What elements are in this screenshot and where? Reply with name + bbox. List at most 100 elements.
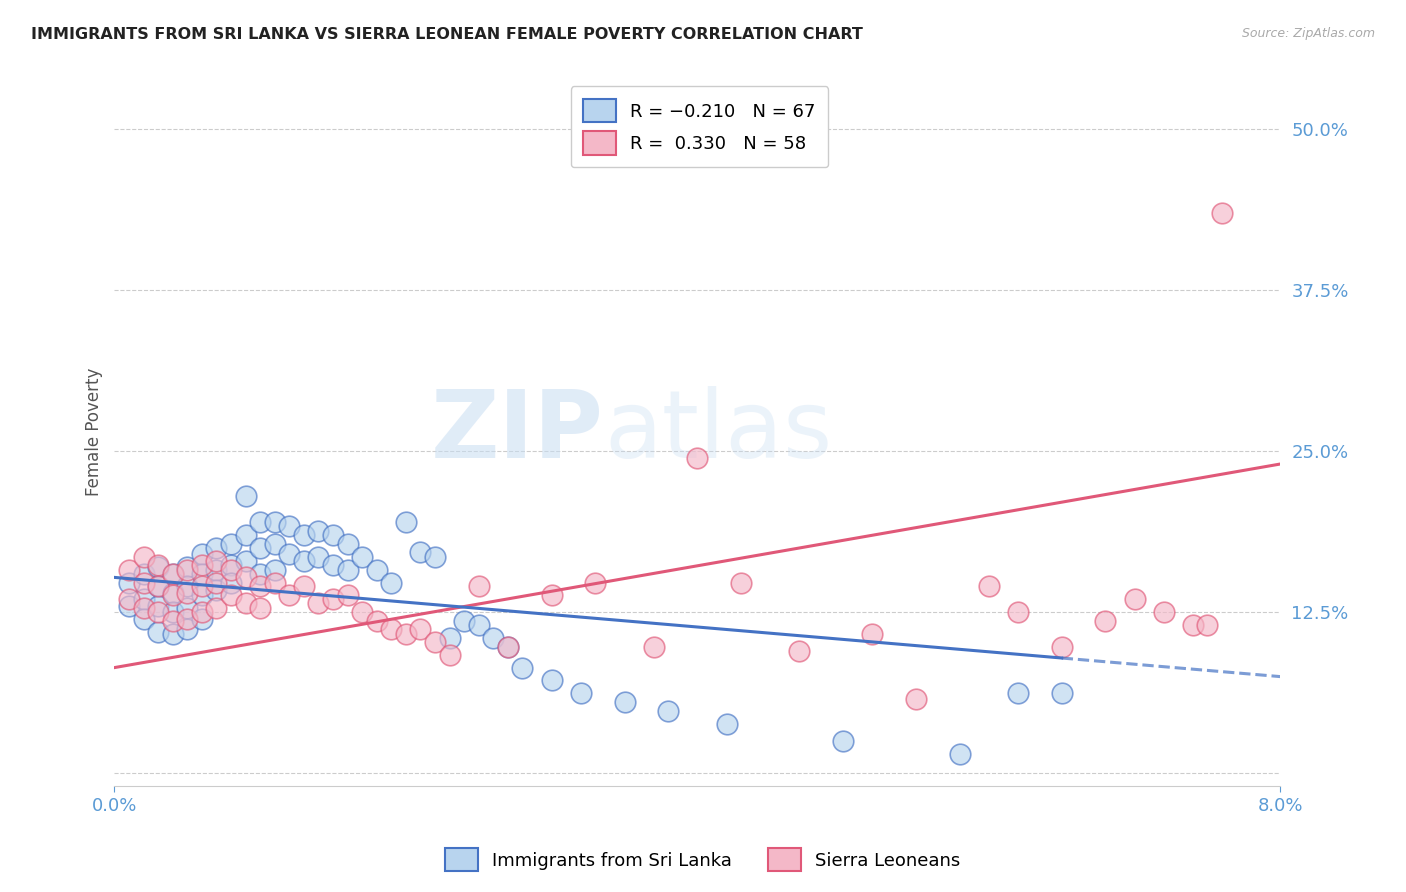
Point: [146, 579, 169, 593]
Point: [132, 575, 155, 590]
Point: [482, 631, 505, 645]
Point: [395, 515, 418, 529]
Point: [162, 566, 184, 581]
Point: [307, 596, 329, 610]
Point: [613, 695, 636, 709]
Point: [118, 563, 141, 577]
Point: [162, 627, 184, 641]
Point: [132, 549, 155, 564]
Point: [409, 544, 432, 558]
Point: [219, 575, 242, 590]
Point: [235, 596, 257, 610]
Point: [146, 560, 169, 574]
Point: [162, 614, 184, 628]
Point: [132, 566, 155, 581]
Point: [643, 640, 665, 654]
Point: [205, 554, 228, 568]
Point: [219, 537, 242, 551]
Point: [322, 558, 344, 572]
Point: [583, 575, 606, 590]
Point: [235, 570, 257, 584]
Point: [352, 549, 374, 564]
Point: [146, 599, 169, 613]
Point: [205, 601, 228, 615]
Text: ZIP: ZIP: [432, 386, 605, 478]
Point: [191, 558, 214, 572]
Point: [205, 575, 228, 590]
Point: [569, 686, 592, 700]
Point: [146, 579, 169, 593]
Point: [1094, 614, 1116, 628]
Point: [409, 622, 432, 636]
Point: [191, 547, 214, 561]
Point: [118, 592, 141, 607]
Point: [395, 627, 418, 641]
Point: [118, 575, 141, 590]
Legend: R = −0.210   N = 67, R =  0.330   N = 58: R = −0.210 N = 67, R = 0.330 N = 58: [571, 87, 828, 167]
Point: [307, 524, 329, 538]
Point: [205, 541, 228, 555]
Point: [1050, 686, 1073, 700]
Point: [249, 601, 271, 615]
Point: [336, 589, 359, 603]
Point: [278, 547, 301, 561]
Point: [949, 747, 972, 761]
Point: [366, 563, 388, 577]
Point: [380, 622, 402, 636]
Point: [176, 586, 198, 600]
Point: [496, 640, 519, 654]
Text: IMMIGRANTS FROM SRI LANKA VS SIERRA LEONEAN FEMALE POVERTY CORRELATION CHART: IMMIGRANTS FROM SRI LANKA VS SIERRA LEON…: [31, 27, 863, 42]
Point: [278, 589, 301, 603]
Point: [162, 589, 184, 603]
Point: [1197, 618, 1219, 632]
Point: [336, 563, 359, 577]
Point: [336, 537, 359, 551]
Point: [176, 560, 198, 574]
Point: [977, 579, 1000, 593]
Point: [205, 583, 228, 598]
Point: [1211, 205, 1233, 219]
Point: [263, 537, 285, 551]
Point: [453, 614, 475, 628]
Point: [423, 635, 446, 649]
Point: [860, 627, 883, 641]
Point: [832, 734, 855, 748]
Point: [176, 622, 198, 636]
Point: [789, 644, 811, 658]
Point: [162, 605, 184, 619]
Point: [496, 640, 519, 654]
Point: [176, 579, 198, 593]
Point: [278, 519, 301, 533]
Text: atlas: atlas: [605, 386, 832, 478]
Point: [263, 563, 285, 577]
Point: [468, 618, 491, 632]
Point: [292, 554, 315, 568]
Point: [162, 566, 184, 581]
Point: [191, 566, 214, 581]
Point: [439, 648, 461, 662]
Point: [366, 614, 388, 628]
Point: [132, 592, 155, 607]
Point: [686, 450, 709, 465]
Point: [1007, 605, 1029, 619]
Point: [132, 612, 155, 626]
Point: [118, 599, 141, 613]
Point: [235, 554, 257, 568]
Point: [249, 515, 271, 529]
Point: [1007, 686, 1029, 700]
Point: [249, 566, 271, 581]
Point: [716, 717, 738, 731]
Point: [468, 579, 491, 593]
Point: [1181, 618, 1204, 632]
Point: [263, 575, 285, 590]
Point: [176, 563, 198, 577]
Point: [292, 528, 315, 542]
Point: [219, 558, 242, 572]
Point: [439, 631, 461, 645]
Point: [146, 624, 169, 639]
Point: [205, 563, 228, 577]
Point: [540, 673, 562, 688]
Point: [146, 605, 169, 619]
Point: [146, 558, 169, 572]
Point: [1050, 640, 1073, 654]
